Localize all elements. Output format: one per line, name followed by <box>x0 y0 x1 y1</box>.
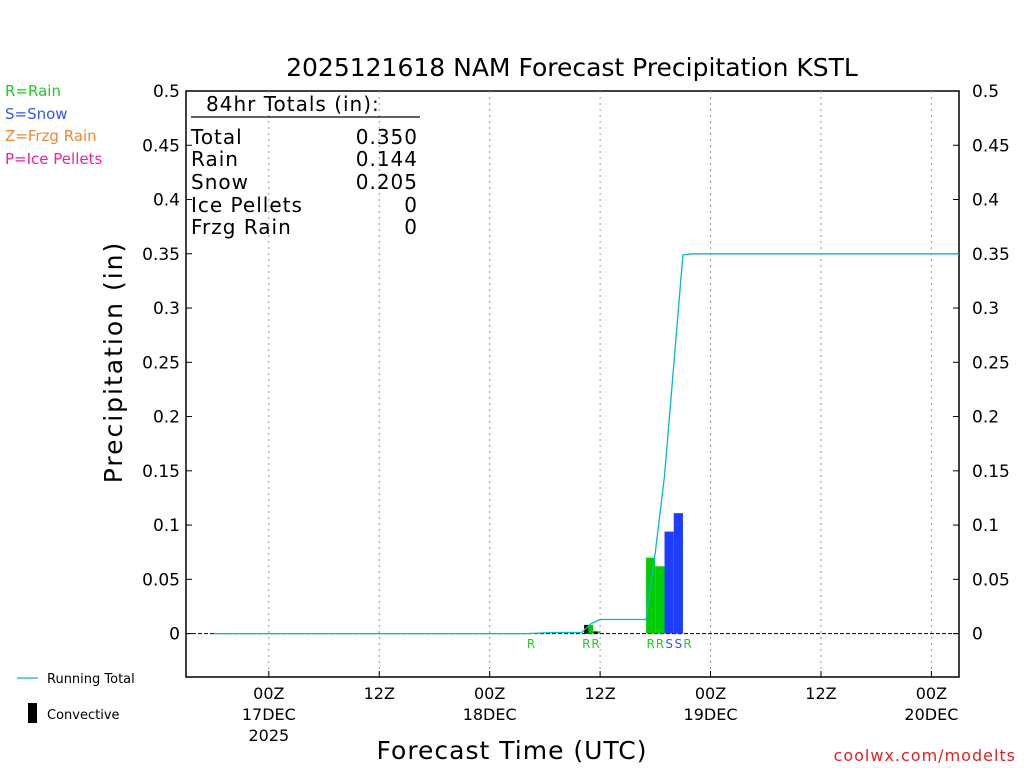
totals-label-rain: Rain <box>191 147 239 171</box>
rain-bar <box>584 624 594 634</box>
y-tick-label-left: 0.45 <box>142 136 180 156</box>
x-axis-title: Forecast Time (UTC) <box>377 736 648 765</box>
legend-rain: R=Rain <box>5 82 61 100</box>
convective-legend-swatch <box>28 703 37 723</box>
y-tick-label-right: 0.1 <box>972 516 999 536</box>
y-axis-title: Precipitation (in) <box>99 241 128 484</box>
precip-bars <box>584 513 683 634</box>
legend-frzg-rain: Z=Frzg Rain <box>5 127 97 145</box>
y-tick-label-left: 0.35 <box>142 245 180 265</box>
running-total-legend-label: Running Total <box>47 672 135 687</box>
totals-value-frzg-rain: 0 <box>404 215 418 239</box>
y-tick-label-left: 0.5 <box>153 82 180 102</box>
chart-title: 2025121618 NAM Forecast Precipitation KS… <box>286 53 858 82</box>
running-total-series <box>213 253 959 635</box>
precip-type-label: S <box>675 637 683 651</box>
x-tick-label: 12Z <box>805 684 836 703</box>
totals-header: 84hr Totals (in): <box>206 92 380 116</box>
convective-legend-label: Convective <box>47 708 120 723</box>
totals-value-ice-pellets: 0 <box>404 193 418 217</box>
y-tick-label-right: 0.5 <box>972 82 999 102</box>
x-tick-label: 12Z <box>364 684 395 703</box>
x-tick-date: 20DEC <box>904 705 958 724</box>
y-tick-label-right: 0.25 <box>972 353 1010 373</box>
type-legend: R=Rain S=Snow Z=Frzg Rain P=Ice Pellets <box>5 82 102 168</box>
y-tick-label-right: 0.2 <box>972 408 999 428</box>
credit-text: coolwx.com/modelts <box>834 746 1016 765</box>
y-tick-label-left: 0.05 <box>142 570 180 590</box>
x-tick-date: 17DEC <box>242 705 296 724</box>
totals-label-total: Total <box>190 125 243 149</box>
precip-type-label: R <box>647 637 655 651</box>
y-tick-label-right: 0 <box>972 625 983 645</box>
gridlines <box>186 91 959 677</box>
y-tick-label-right: 0.3 <box>972 299 999 319</box>
running-total-line <box>213 253 959 635</box>
y-tick-label-left: 0.25 <box>142 353 180 373</box>
totals-value-rain: 0.144 <box>356 147 418 171</box>
x-tick-year: 2025 <box>248 726 289 745</box>
y-tick-label-left: 0.3 <box>153 299 180 319</box>
y-axis-ticks: 0 00.05 0.050.1 0.10.15 0.150.2 0.20.25 0.250.… <box>142 82 1010 645</box>
y-tick-label-right: 0.15 <box>972 462 1010 482</box>
x-tick-label: 00Z <box>474 684 505 703</box>
y-tick-label-left: 0 <box>169 625 180 645</box>
totals-value-total: 0.350 <box>356 125 418 149</box>
precip-type-label: R <box>591 637 599 651</box>
y-tick-label-right: 0.45 <box>972 136 1010 156</box>
y-tick-label-left: 0.15 <box>142 462 180 482</box>
x-tick-date: 19DEC <box>684 705 738 724</box>
y-tick-label-right: 0.05 <box>972 570 1010 590</box>
totals-value-snow: 0.205 <box>356 170 418 194</box>
precip-type-label: R <box>527 637 535 651</box>
x-axis-ticks: 00Z 17DEC 2025 12Z 00Z 18DEC 12Z 00Z 19DEC 12Z 00Z… <box>242 671 958 745</box>
x-tick-label: 00Z <box>695 684 726 703</box>
convective-bars <box>584 624 598 634</box>
rain-bar <box>655 566 665 634</box>
legend-snow: S=Snow <box>5 105 68 123</box>
y-tick-label-right: 0.4 <box>972 191 999 211</box>
totals-label-frzg-rain: Frzg Rain <box>191 215 292 239</box>
precip-type-label: R <box>656 637 664 651</box>
legend-ice-pellets: P=Ice Pellets <box>5 150 102 168</box>
rain-bar <box>646 557 656 634</box>
convective-bar <box>584 624 589 634</box>
totals-label-ice-pellets: Ice Pellets <box>191 193 303 217</box>
precip-type-label: R <box>683 637 691 651</box>
snow-bar <box>664 531 674 634</box>
x-tick-date: 18DEC <box>463 705 517 724</box>
series-legend: Running Total Convective <box>17 672 135 723</box>
totals-label-snow: Snow <box>191 170 249 194</box>
convective-bar <box>593 631 598 634</box>
x-tick-label: 00Z <box>916 684 947 703</box>
x-tick-label: 00Z <box>253 684 284 703</box>
plot-frame <box>185 90 960 678</box>
snow-bar <box>673 513 683 634</box>
precip-type-label: S <box>665 637 673 651</box>
x-tick-label: 12Z <box>584 684 615 703</box>
y-tick-label-left: 0.4 <box>153 191 180 211</box>
totals-box: 84hr Totals (in): Total 0.350 Rain 0.144… <box>190 92 420 239</box>
precip-type-label: R <box>582 637 590 651</box>
y-tick-label-right: 0.35 <box>972 245 1010 265</box>
y-tick-label-left: 0.2 <box>153 408 180 428</box>
y-tick-label-left: 0.1 <box>153 516 180 536</box>
